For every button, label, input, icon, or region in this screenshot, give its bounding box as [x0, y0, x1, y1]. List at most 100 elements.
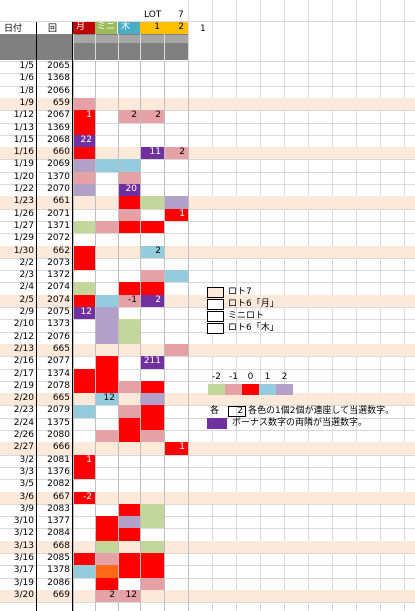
row-cell[interactable] [164, 184, 188, 196]
row-cell[interactable] [73, 541, 95, 553]
row-cell[interactable] [164, 332, 188, 344]
row-cell[interactable] [73, 479, 95, 492]
row-cell[interactable] [73, 430, 95, 442]
row-cell[interactable] [140, 196, 164, 209]
row-cell[interactable] [118, 258, 140, 270]
row-cell[interactable] [164, 590, 188, 602]
row-cell[interactable] [73, 61, 95, 73]
row-cell[interactable] [140, 73, 164, 86]
row-cell[interactable] [73, 528, 95, 541]
row-cell[interactable] [95, 184, 118, 196]
row-cell[interactable] [118, 430, 140, 442]
row-cell[interactable] [140, 172, 164, 184]
row-cell[interactable] [118, 319, 140, 332]
row-cell[interactable] [118, 209, 140, 221]
row-cell[interactable] [164, 135, 188, 147]
row-cell[interactable]: 2 [118, 110, 140, 123]
row-cell[interactable] [118, 381, 140, 393]
row-cell[interactable] [118, 196, 140, 209]
row-cell[interactable] [118, 307, 140, 319]
row-cell[interactable] [140, 479, 164, 492]
row-cell[interactable] [73, 73, 95, 86]
row-cell[interactable] [73, 221, 95, 233]
row-cell[interactable] [95, 307, 118, 319]
row-cell[interactable] [164, 356, 188, 369]
row-cell[interactable] [73, 184, 95, 196]
row-cell[interactable] [118, 565, 140, 578]
row-cell[interactable]: 1 [164, 442, 188, 455]
row-cell[interactable] [164, 369, 188, 381]
row-cell[interactable] [118, 405, 140, 418]
row-cell[interactable] [118, 492, 140, 504]
row-cell[interactable] [118, 147, 140, 159]
row-cell[interactable] [95, 479, 118, 492]
row-cell[interactable] [164, 233, 188, 246]
row-cell[interactable] [118, 221, 140, 233]
row-cell[interactable] [164, 123, 188, 135]
row-cell[interactable] [73, 418, 95, 430]
row-cell[interactable] [140, 369, 164, 381]
row-cell[interactable] [164, 504, 188, 516]
row-cell[interactable] [95, 209, 118, 221]
row-cell[interactable] [140, 123, 164, 135]
row-cell[interactable] [73, 344, 95, 356]
row-cell[interactable] [73, 516, 95, 528]
row-cell[interactable] [118, 516, 140, 528]
row-cell[interactable] [118, 553, 140, 565]
row-cell[interactable] [118, 344, 140, 356]
row-cell[interactable]: 22 [73, 135, 95, 147]
row-cell[interactable] [140, 516, 164, 528]
row-cell[interactable] [140, 319, 164, 332]
row-cell[interactable] [95, 110, 118, 123]
row-cell[interactable] [164, 258, 188, 270]
row-cell[interactable] [73, 369, 95, 381]
row-cell[interactable] [164, 246, 188, 258]
row-cell[interactable] [140, 541, 164, 553]
row-cell[interactable] [73, 319, 95, 332]
note-count-box[interactable]: 2 [228, 406, 246, 417]
row-cell[interactable]: 2 [140, 295, 164, 307]
row-cell[interactable] [73, 147, 95, 159]
row-cell[interactable] [140, 455, 164, 467]
row-cell[interactable] [140, 467, 164, 479]
row-cell[interactable] [95, 61, 118, 73]
row-cell[interactable] [140, 590, 164, 602]
row-cell[interactable] [95, 233, 118, 246]
row-cell[interactable] [164, 565, 188, 578]
row-cell[interactable] [118, 504, 140, 516]
row-cell[interactable] [140, 270, 164, 282]
row-cell[interactable] [73, 196, 95, 209]
row-cell[interactable] [140, 332, 164, 344]
row-cell[interactable] [140, 86, 164, 98]
row-cell[interactable] [140, 221, 164, 233]
row-cell[interactable] [164, 344, 188, 356]
row-cell[interactable] [118, 233, 140, 246]
row-cell[interactable] [73, 98, 95, 110]
row-cell[interactable]: 1 [73, 110, 95, 123]
row-cell[interactable] [164, 86, 188, 98]
row-cell[interactable] [95, 319, 118, 332]
row-cell[interactable] [95, 73, 118, 86]
row-cell[interactable]: 2 [140, 110, 164, 123]
row-cell[interactable]: 2 [164, 147, 188, 159]
row-cell[interactable] [118, 455, 140, 467]
row-cell[interactable] [140, 135, 164, 147]
row-cell[interactable] [164, 541, 188, 553]
row-cell[interactable]: 12 [95, 393, 118, 405]
header-seven-cell[interactable]: 2 [164, 22, 188, 34]
row-cell[interactable] [164, 98, 188, 110]
header-lot-cell[interactable]: 1 [140, 22, 164, 34]
row-cell[interactable] [118, 123, 140, 135]
row-cell[interactable] [140, 528, 164, 541]
row-cell[interactable] [164, 393, 188, 405]
row-cell[interactable] [95, 123, 118, 135]
row-cell[interactable] [140, 184, 164, 196]
row-cell[interactable] [118, 578, 140, 590]
row-cell[interactable] [73, 258, 95, 270]
row-cell[interactable] [164, 553, 188, 565]
header-mon-cell[interactable]: 月 [73, 22, 95, 34]
row-cell[interactable] [164, 578, 188, 590]
row-cell[interactable] [73, 467, 95, 479]
row-cell[interactable] [118, 479, 140, 492]
row-cell[interactable] [140, 61, 164, 73]
